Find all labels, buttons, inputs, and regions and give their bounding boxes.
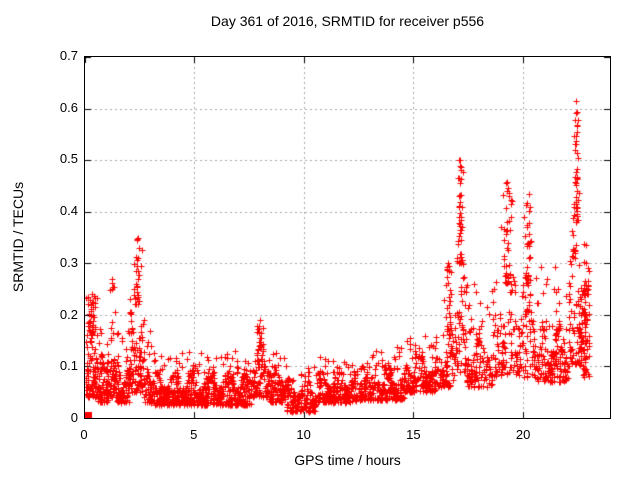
x-tick-label: 5 — [190, 427, 198, 442]
y-tick-label: 0.6 — [59, 99, 78, 115]
y-tick-label: 0.5 — [59, 151, 78, 167]
x-axis-label: GPS time / hours — [294, 452, 401, 468]
y-axis-label: SRMTID / TECUs — [10, 181, 26, 293]
x-tick-label: 20 — [515, 427, 531, 442]
y-tick-label: 0 — [70, 410, 78, 425]
x-tick-label: 15 — [406, 427, 421, 442]
y-tick-label: 0.7 — [59, 48, 78, 63]
plot-area — [84, 56, 611, 419]
chart-title: Day 361 of 2016, SRMTID for receiver p55… — [210, 13, 485, 29]
scatter-canvas — [85, 57, 610, 418]
x-tick-label: 0 — [80, 427, 88, 442]
y-tick-label: 0.4 — [59, 203, 78, 219]
y-tick-label: 0.3 — [59, 254, 78, 270]
x-tick-label: 10 — [296, 427, 311, 442]
y-tick-label: 0.2 — [59, 306, 78, 322]
y-tick-label: 0.1 — [59, 358, 78, 374]
